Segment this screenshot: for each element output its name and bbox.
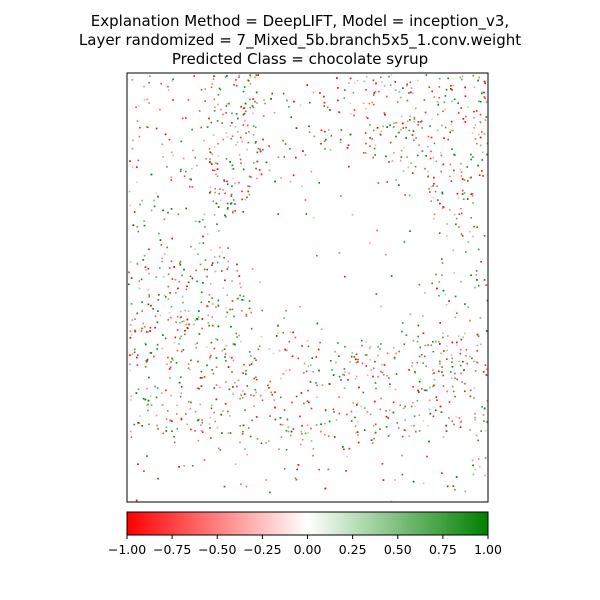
colorbar: −1.00 −0.75 −0.50 −0.25 0.00 0.25 0.50 0.75 1.00 <box>108 511 502 557</box>
heatmap-axes-frame <box>126 72 489 503</box>
chart-title-line-2: Layer randomized = 7_Mixed_5b.branch5x5_… <box>78 31 522 49</box>
colorbar-tick-label: 0.75 <box>429 542 457 557</box>
colorbar-tick-label: −0.25 <box>243 542 281 557</box>
heatmap-pixels <box>128 74 489 503</box>
chart-title-line-3: Predicted Class = chocolate syrup <box>171 50 429 68</box>
attribution-heatmap <box>126 72 489 503</box>
colorbar-tick-label: 0.50 <box>384 542 412 557</box>
colorbar-ticks: −1.00 −0.75 −0.50 −0.25 0.00 0.25 0.50 0.75 1.00 <box>108 535 502 557</box>
colorbar-tick-label: −0.75 <box>153 542 191 557</box>
colorbar-bar <box>127 512 488 535</box>
colorbar-tick-label: −1.00 <box>108 542 146 557</box>
colorbar-tick-label: 0.25 <box>339 542 367 557</box>
colorbar-tick-label: −0.50 <box>198 542 236 557</box>
chart-title-line-1: Explanation Method = DeepLIFT, Model = i… <box>90 12 510 30</box>
colorbar-tick-label: 0.00 <box>294 542 322 557</box>
colorbar-tick-label: 1.00 <box>474 542 502 557</box>
